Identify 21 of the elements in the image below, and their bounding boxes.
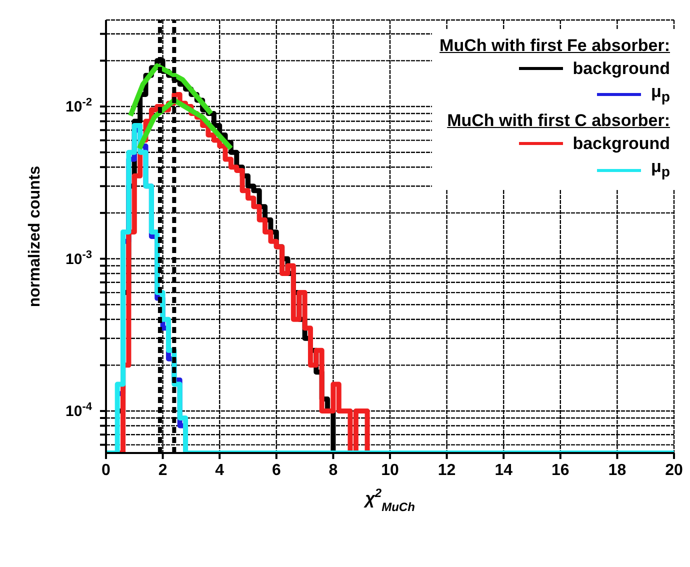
annotation: MuCh with first Fe absorber: xyxy=(440,36,670,55)
annotation: MuCh with first C absorber: xyxy=(447,111,670,130)
legend-label: μ$_{p}$ xyxy=(650,82,670,106)
x-tick-label: 14 xyxy=(494,462,513,479)
x-tick-label: 0 xyxy=(102,462,111,479)
x-tick-label: 6 xyxy=(272,462,281,479)
x-tick-label: 12 xyxy=(438,462,456,479)
y-tick-label: 10$^{-2}$ xyxy=(66,96,92,116)
x-tick-label: 4 xyxy=(215,462,224,479)
legend-label: background xyxy=(572,134,670,154)
x-tick-label: 18 xyxy=(608,462,626,479)
x-tick-label: 20 xyxy=(665,462,683,479)
x-tick-label: 10 xyxy=(381,462,399,479)
legend-label: background xyxy=(572,59,670,78)
y-tick-label: 10$^{-4}$ xyxy=(66,401,93,420)
x-tick-label: 8 xyxy=(328,462,338,479)
legend-label: μ$_{p}$ xyxy=(650,157,670,181)
x-tick-label: 2 xyxy=(158,462,168,479)
y-axis-title: normalized counts xyxy=(26,166,44,308)
y-tick-label: 10$^{-3}$ xyxy=(66,248,92,268)
x-tick-label: 16 xyxy=(552,462,570,479)
